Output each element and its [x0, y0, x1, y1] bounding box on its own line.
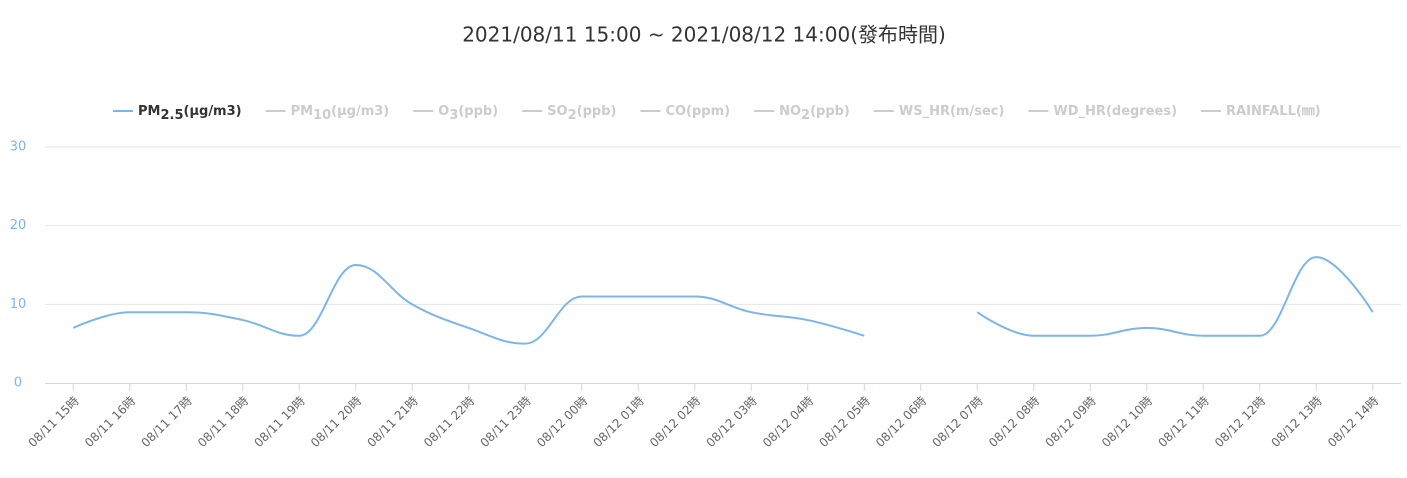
legend-text: (μg/m3) [184, 104, 242, 119]
legend-text: (μg/m3) [331, 104, 389, 119]
legend-text: O [438, 104, 449, 119]
x-tick-label: 08/12 08時 [986, 394, 1042, 450]
x-tick-label: 08/12 10時 [1099, 394, 1155, 450]
legend-text: 2 [568, 108, 577, 123]
legend-item: WD_HR(degrees) [1053, 104, 1177, 119]
y-tick-label: 30 [10, 140, 27, 155]
x-tick-label: 08/11 21時 [365, 394, 421, 450]
legend-item: PM2.5(μg/m3) [138, 104, 242, 123]
x-tick-label: 08/11 22時 [421, 394, 477, 450]
x-tick-label: 08/11 16時 [82, 394, 138, 450]
x-tick-label: 08/11 17時 [139, 394, 195, 450]
data-line [72, 256, 1374, 345]
legend-text: (ppb) [810, 104, 850, 119]
legend-item: CO(ppm) [665, 104, 730, 119]
x-tick-label: 08/11 18時 [195, 394, 251, 450]
x-tick-label: 08/12 07時 [930, 394, 986, 450]
x-tick-label: 08/12 14時 [1325, 394, 1381, 450]
x-tick-label: 08/12 09時 [1043, 394, 1099, 450]
x-tick-label: 08/12 02時 [647, 394, 703, 450]
x-tick-label: 08/12 11時 [1156, 394, 1212, 450]
legend-text: 10 [313, 108, 331, 123]
legend-text: 2 [801, 108, 810, 123]
x-tick-label: 08/12 04時 [760, 394, 816, 450]
legend-text: SO [547, 104, 567, 119]
legend: PM2.5(μg/m3) PM10(μg/m3) O3(ppb) SO2(ppb) CO… [113, 104, 1321, 123]
legend-item: WS_HR(m/sec) [899, 104, 1005, 119]
x-tick-label: 08/12 03時 [704, 394, 760, 450]
x-tick-label: 08/11 20時 [308, 394, 364, 450]
x-tick-label: 08/12 13時 [1269, 394, 1325, 450]
legend-text: (ppb) [577, 104, 617, 119]
legend-item: PM10(μg/m3) [291, 104, 390, 123]
legend-text: NO [779, 104, 801, 119]
chart-title: 2021/08/11 15:00 ~ 2021/08/12 14:00(發布時間… [462, 23, 946, 47]
x-tick-label: 08/12 01時 [591, 394, 647, 450]
legend-text: 3 [449, 108, 458, 123]
legend-text: CO(ppm) [665, 104, 730, 119]
y-tick-label: 10 [10, 297, 27, 312]
legend-text: 2.5 [160, 108, 183, 123]
x-tick-label: 08/11 23時 [478, 394, 534, 450]
legend-item: NO2(ppb) [779, 104, 850, 123]
legend-text: (ppb) [458, 104, 498, 119]
x-tick-label: 08/11 19時 [252, 394, 308, 450]
legend-text: RAINFALL(㎜) [1226, 104, 1321, 119]
x-tick-label: 08/12 12時 [1212, 394, 1268, 450]
x-tick-label: 08/11 15時 [26, 394, 82, 450]
legend-item: RAINFALL(㎜) [1226, 104, 1321, 119]
y-tick-label: 20 [10, 218, 27, 233]
legend-text: PM [291, 104, 313, 119]
x-tick-label: 08/12 06時 [873, 394, 929, 450]
legend-item: SO2(ppb) [547, 104, 616, 123]
legend-text: WD_HR(degrees) [1053, 104, 1177, 119]
legend-text: WS_HR(m/sec) [899, 104, 1005, 119]
x-tick-label: 08/12 05時 [817, 394, 873, 450]
legend-text: PM [138, 104, 160, 119]
x-tick-label: 08/12 00時 [534, 394, 590, 450]
y-tick-label: 0 [14, 376, 22, 391]
legend-item: O3(ppb) [438, 104, 498, 123]
